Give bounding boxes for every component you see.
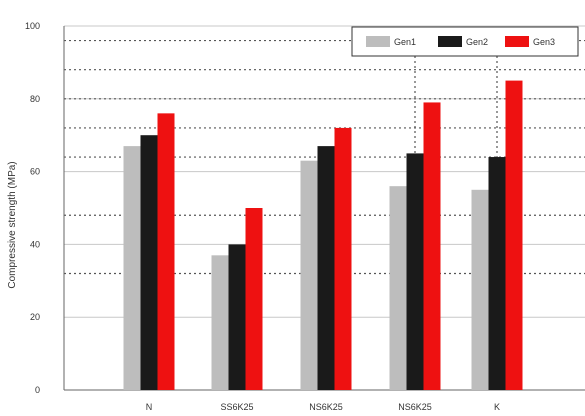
x-tick-label-0: N <box>146 402 153 412</box>
x-tick-label-3: NS6K25 <box>398 402 432 412</box>
bar-gen3-3 <box>423 102 441 390</box>
y-tick-labels: 0 20 40 60 80 100 <box>25 21 40 395</box>
bar-gen1-3 <box>389 186 407 390</box>
legend-swatch-gen2 <box>438 36 462 47</box>
bar-gen3-2 <box>334 127 352 391</box>
bar-gen2-3 <box>406 153 424 390</box>
y-tick-label-4: 80 <box>30 94 40 104</box>
bars <box>123 80 523 391</box>
x-tick-label-4: K <box>494 402 500 412</box>
y-tick-label-1: 20 <box>30 312 40 322</box>
x-tick-labels: N SS6K25 NS6K25 NS6K25 K <box>146 402 500 412</box>
bar-gen2-1 <box>228 244 246 390</box>
legend-label-gen3: Gen3 <box>533 37 555 47</box>
y-tick-label-0: 0 <box>35 385 40 395</box>
legend-label-gen2: Gen2 <box>466 37 488 47</box>
bar-gen3-0 <box>157 113 175 391</box>
y-tick-label-5: 100 <box>25 21 40 31</box>
bar-gen1-0 <box>123 146 141 390</box>
legend-label-gen1: Gen1 <box>394 37 416 47</box>
bar-gen1-1 <box>211 255 229 390</box>
x-tick-label-1: SS6K25 <box>220 402 253 412</box>
bar-gen2-0 <box>140 135 158 390</box>
bar-gen2-2 <box>317 146 335 390</box>
bar-gen1-4 <box>471 189 489 390</box>
legend: Gen1 Gen2 Gen3 <box>351 26 579 57</box>
y-axis-label: Compressive strength (MPa) <box>7 161 18 288</box>
bar-gen2-4 <box>488 157 506 390</box>
legend-swatch-gen3 <box>505 36 529 47</box>
x-tick-label-2: NS6K25 <box>309 402 343 412</box>
y-tick-label-3: 60 <box>30 167 40 177</box>
bar-gen1-2 <box>300 160 318 390</box>
bar-gen3-1 <box>245 208 263 390</box>
bar-gen3-4 <box>505 80 523 390</box>
y-tick-label-2: 40 <box>30 239 40 249</box>
legend-swatch-gen1 <box>366 36 390 47</box>
